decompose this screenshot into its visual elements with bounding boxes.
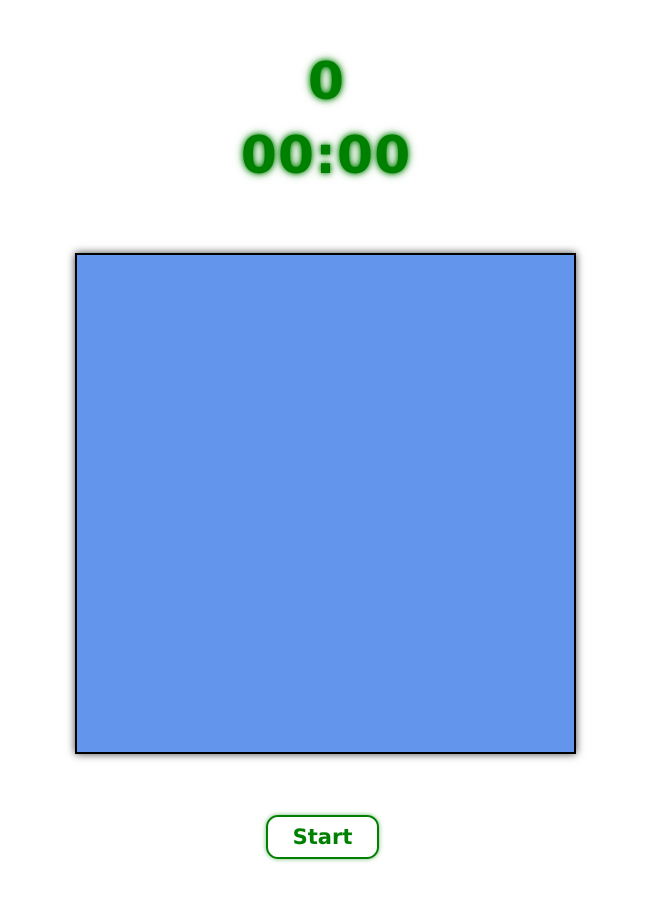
- start-button[interactable]: Start: [266, 815, 379, 859]
- game-board[interactable]: [75, 253, 576, 754]
- timer-display: 00:00: [240, 126, 412, 186]
- score-display: 0: [307, 52, 345, 112]
